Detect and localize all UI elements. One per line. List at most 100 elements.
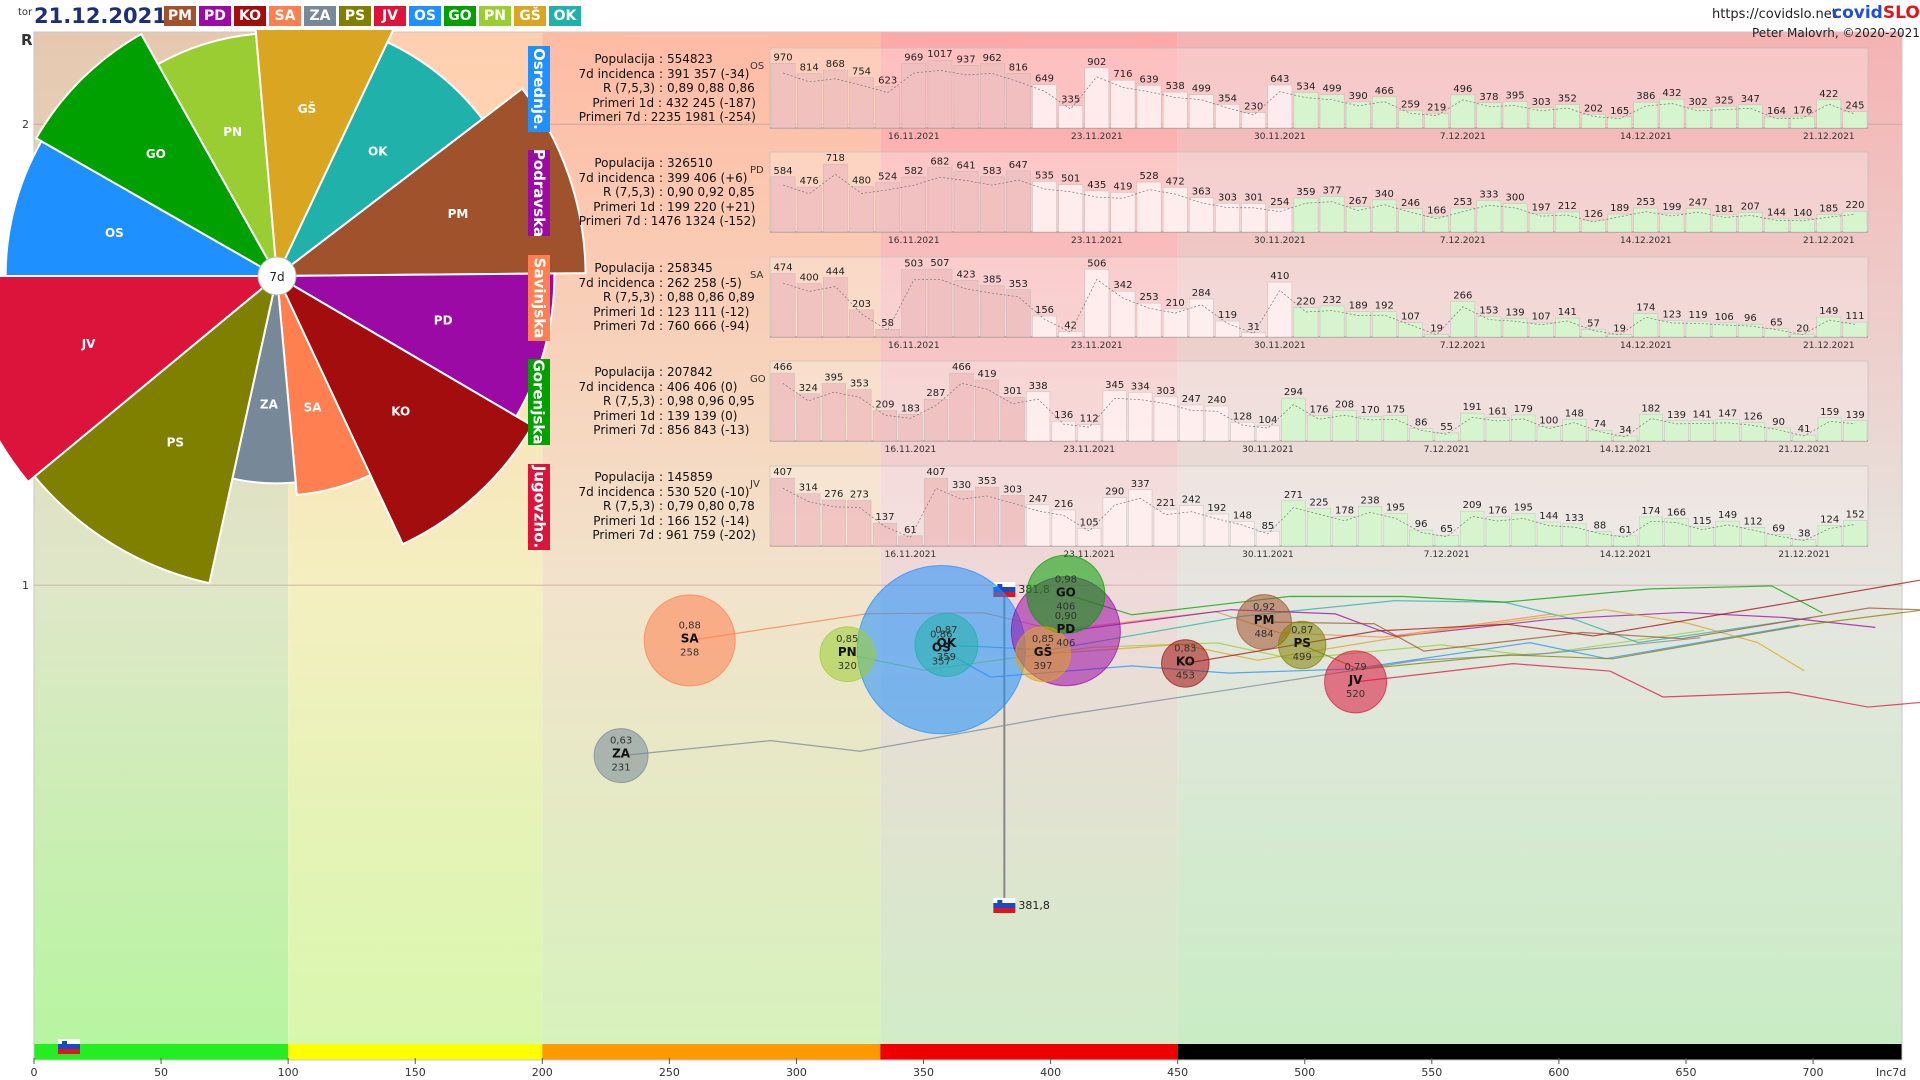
stat-row: R (7,5,3):0,98 0,96 0,95: [556, 394, 756, 409]
daily-bar-value: 238: [1361, 495, 1380, 506]
daily-bar-value: 970: [774, 52, 793, 63]
stat-value: 0,98 0,96 0,95: [667, 394, 755, 409]
daily-bar: [875, 182, 900, 233]
moving-average-line: [782, 173, 1855, 223]
daily-bar-value: 347: [1741, 94, 1760, 105]
region-tab-label: Gorenjska: [530, 359, 549, 445]
stat-separator: :: [657, 95, 663, 110]
region-chip-jv[interactable]: JV: [374, 6, 406, 26]
daily-bar-value: 210: [1166, 298, 1185, 309]
daily-bar-value: 410: [1270, 271, 1289, 282]
daily-bar-value: 212: [1558, 201, 1577, 212]
flag-blue-stripe: [993, 903, 1016, 908]
daily-bar-value: 647: [1009, 160, 1028, 171]
site-url[interactable]: https://covidslo.net: [1712, 7, 1837, 22]
daily-bar: [1424, 216, 1449, 233]
bar-chart-go: GO 466 324 395 353 209 183 287 466 419 301 338 136 11…: [750, 360, 1869, 455]
region-tab-pd[interactable]: Podravska: [528, 149, 550, 237]
region-chip-za[interactable]: ZA: [304, 6, 336, 26]
region-tab-jv[interactable]: Jugovzho.: [528, 464, 550, 550]
stat-separator: :: [658, 379, 664, 394]
daily-bar: [953, 280, 979, 338]
region-chip-sa[interactable]: SA: [269, 6, 301, 26]
daily-bar-value: 191: [1463, 402, 1482, 413]
daily-bar-value: 538: [1166, 81, 1185, 92]
bubble-r-value: 0,83: [1174, 643, 1196, 654]
moving-average-line: [782, 69, 1856, 120]
stat-row: Populacija:258345: [556, 261, 756, 276]
daily-bar-value: 639: [1140, 74, 1159, 85]
bar-chart-date-label: 14.12.2021: [1620, 341, 1672, 351]
daily-bar-value: 342: [1113, 280, 1132, 291]
region-chip-g[interactable]: GŠ: [514, 6, 546, 26]
daily-bar: [979, 63, 1005, 129]
region-chip-ok[interactable]: OK: [549, 6, 581, 26]
daily-bar-value: 466: [1375, 86, 1394, 97]
daily-bar-value: 232: [1323, 295, 1342, 306]
bubble-r-value: 0,86: [930, 630, 952, 641]
bubble-label: PD: [1056, 622, 1075, 636]
bar-chart-date-label: 7.12.2021: [1440, 341, 1486, 351]
bubble-label: SA: [681, 631, 700, 645]
daily-bar-value: 303: [1218, 192, 1237, 203]
daily-bar: [1032, 84, 1057, 129]
bubble-label: KO: [1176, 654, 1195, 668]
daily-bar-value: 195: [1514, 502, 1533, 513]
daily-bar-value: 199: [1662, 202, 1681, 213]
region-tab-os[interactable]: Osrednje.: [528, 46, 550, 132]
daily-bar: [1358, 506, 1383, 547]
bubble-label: OS: [932, 641, 951, 655]
daily-bar-value: 61: [904, 525, 917, 536]
daily-bar-value: 507: [930, 258, 949, 269]
daily-bar-value: 139: [1506, 307, 1525, 318]
bar-chart-date-label: 23.11.2021: [1063, 550, 1115, 560]
daily-bar-value: 480: [852, 176, 871, 187]
stat-separator: :: [658, 290, 664, 305]
pie-slice-os: [4, 139, 281, 277]
stat-value: 166 152 (-14): [667, 513, 750, 528]
daily-bar: [1581, 219, 1606, 233]
zone-color-strip-2: [542, 1044, 881, 1060]
region-chip-os[interactable]: OS: [409, 6, 441, 26]
daily-bar-value: 385: [983, 274, 1002, 285]
x-tick-label-500: 500: [1294, 1066, 1315, 1079]
region-chip-pm[interactable]: PM: [164, 6, 196, 26]
daily-bar: [1690, 526, 1715, 547]
daily-bar: [1345, 101, 1371, 129]
bubble-incidence-value: 499: [1293, 652, 1312, 663]
daily-bar-value: 266: [1453, 290, 1472, 301]
region-tab-sa[interactable]: Savinjska: [528, 255, 550, 341]
region-chip-go[interactable]: GO: [444, 6, 476, 26]
region-chip-ko[interactable]: KO: [234, 6, 266, 26]
daily-bar-value: 937: [957, 54, 976, 65]
daily-bar-value: 42: [1064, 320, 1077, 331]
daily-bar: [1006, 289, 1031, 338]
daily-bar-value: 499: [1323, 84, 1342, 95]
daily-bar-value: 354: [1218, 93, 1237, 104]
bar-chart-date-label: 30.11.2021: [1242, 550, 1294, 560]
stat-row: Primeri 1d:139 139 (0): [556, 409, 756, 424]
slovenia-flag-bottom-icon: [993, 898, 1016, 913]
daily-bar-value: 65: [1770, 317, 1783, 328]
region-chip-pn[interactable]: PN: [479, 6, 511, 26]
daily-bar-value: 61: [1619, 525, 1632, 536]
daily-bar: [1460, 510, 1485, 547]
region-chip-ps[interactable]: PS: [339, 6, 371, 26]
bar-chart-date-label: 21.12.2021: [1778, 550, 1830, 560]
stat-separator: :: [658, 484, 664, 499]
daily-bar: [872, 410, 897, 442]
daily-bar: [1741, 422, 1766, 442]
stat-label: Primeri 7d: [592, 528, 655, 543]
bar-chart-date-label: 21.12.2021: [1803, 236, 1855, 246]
bar-chart-date-label: 16.11.2021: [888, 341, 940, 351]
daily-bar: [1128, 392, 1153, 442]
daily-bar: [1424, 334, 1449, 338]
daily-bar: [1383, 513, 1408, 547]
daily-bar-value: 868: [826, 59, 845, 70]
daily-bar: [901, 63, 927, 129]
region-tab-go[interactable]: Gorenjska: [528, 359, 550, 445]
daily-bar-value: 107: [1401, 312, 1420, 323]
moving-average-line: [782, 382, 1856, 438]
region-chip-pd[interactable]: PD: [199, 6, 231, 26]
bubble-label: GŠ: [1034, 644, 1053, 659]
